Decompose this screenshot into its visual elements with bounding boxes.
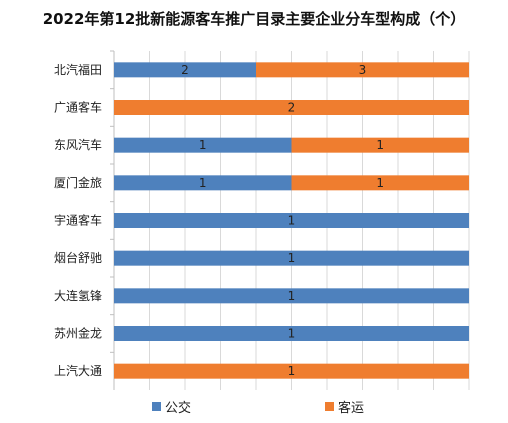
labels: 北汽福田 2 3 广通客车 2 东风汽车 1 1 厦门金旅 1 1 宇通客车 1 烟台舒驰 1 大连氢锋 1 苏州… <box>54 62 384 378</box>
legend-swatch-bus <box>152 402 161 411</box>
data-label: 1 <box>288 327 296 341</box>
bar-segment <box>114 326 469 341</box>
data-label: 1 <box>376 138 384 152</box>
category-label: 厦门金旅 <box>54 175 102 190</box>
legend: 公交 客运 <box>0 397 508 417</box>
bar-segment <box>114 175 292 191</box>
data-label: 2 <box>181 63 189 77</box>
category-label: 东风汽车 <box>54 137 102 152</box>
legend-label-coach: 客运 <box>338 401 365 416</box>
data-label: 2 <box>288 101 296 115</box>
bar-segment <box>114 62 256 78</box>
data-label: 1 <box>199 176 207 190</box>
data-label: 1 <box>199 138 207 152</box>
category-label: 苏州金龙 <box>54 326 102 341</box>
data-label: 1 <box>376 176 384 190</box>
category-label: 北汽福田 <box>54 62 102 77</box>
bar-segment <box>114 288 469 304</box>
category-label: 烟台舒驰 <box>54 250 102 265</box>
bar-segment <box>114 363 469 379</box>
bar-segment <box>114 213 469 228</box>
data-label: 1 <box>288 364 296 378</box>
legend-item-coach: 客运 <box>325 397 364 416</box>
bar-segment <box>291 175 469 191</box>
data-label: 1 <box>288 214 296 228</box>
bar-segment <box>114 250 469 266</box>
chart-title: 2022年第12批新能源客车推广目录主要企业分车型构成（个） <box>42 10 466 28</box>
category-label: 大连氢锋 <box>54 288 102 303</box>
category-label: 宇通客车 <box>54 213 102 228</box>
bar-segment <box>256 62 469 78</box>
legend-label-bus: 公交 <box>165 401 192 416</box>
bar-segment <box>114 100 469 115</box>
bars <box>114 62 469 379</box>
bar-segment <box>114 137 292 153</box>
category-label: 广通客车 <box>54 100 102 115</box>
legend-item-bus: 公交 <box>152 397 191 416</box>
category-label: 上汽大通 <box>54 363 102 378</box>
data-label: 1 <box>288 251 296 265</box>
data-label: 3 <box>359 63 367 77</box>
data-label: 1 <box>288 289 296 303</box>
bar-segment <box>291 137 469 153</box>
legend-swatch-coach <box>325 402 334 411</box>
